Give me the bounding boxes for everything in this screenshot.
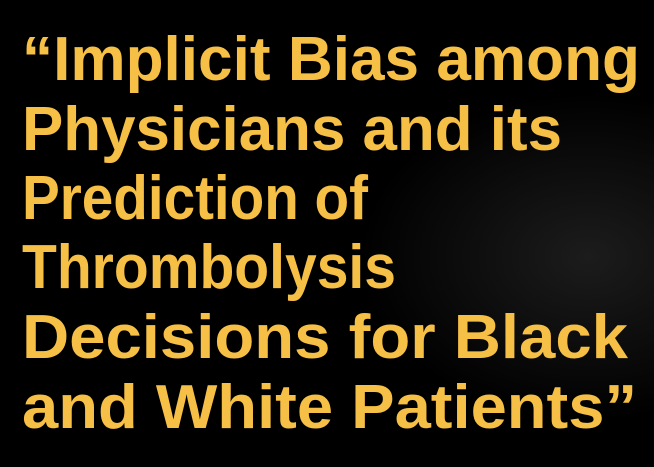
title-line: Thrombolysis bbox=[22, 233, 396, 302]
title-line: and White Patients” bbox=[22, 373, 637, 442]
title-line: “Implicit Bias among bbox=[22, 25, 640, 94]
title-line: Physicians and its bbox=[22, 95, 562, 164]
title-line: Prediction of bbox=[22, 164, 368, 233]
title-line: Decisions for Black bbox=[22, 303, 629, 372]
